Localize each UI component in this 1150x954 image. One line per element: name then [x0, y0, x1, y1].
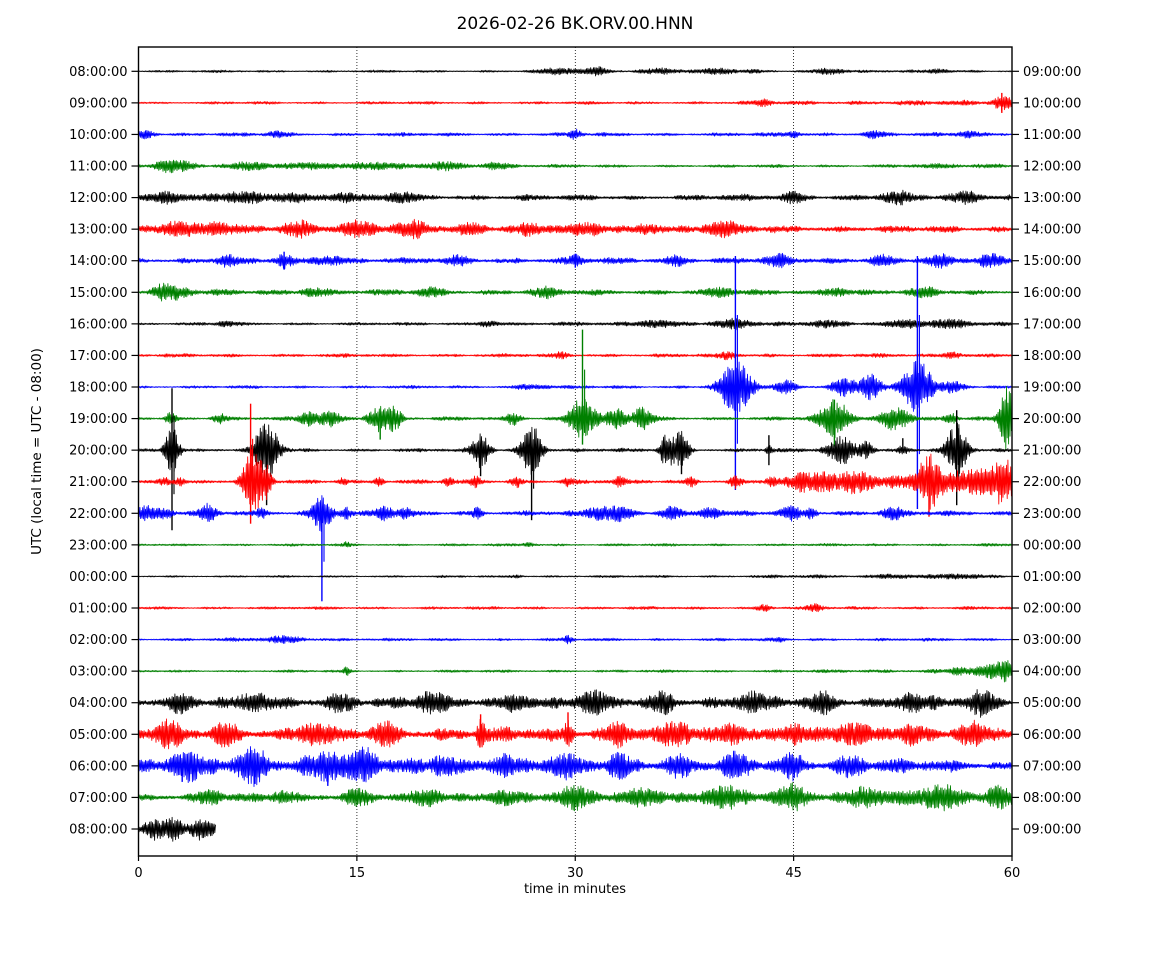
y-tick-label-local: 16:00:00	[1023, 286, 1081, 301]
y-tick-label-utc: 05:00:00	[69, 728, 127, 743]
y-tick-label-utc: 09:00:00	[69, 96, 127, 111]
y-tick-label-local: 15:00:00	[1023, 254, 1081, 269]
seismogram-trace	[138, 159, 1012, 174]
seismogram-trace	[138, 718, 1012, 750]
y-tick-label-utc: 19:00:00	[69, 412, 127, 427]
y-tick-label-local: 17:00:00	[1023, 317, 1081, 332]
y-tick-label-local: 05:00:00	[1023, 696, 1081, 711]
seismogram-trace	[138, 360, 1012, 412]
plot-title: 2026-02-26 BK.ORV.00.HNN	[457, 14, 694, 34]
seismogram-trace	[138, 351, 1012, 361]
seismogram-trace	[138, 385, 1012, 451]
y-tick-label-local: 18:00:00	[1023, 349, 1081, 364]
seismogram-trace	[138, 422, 1012, 477]
y-tick-label-utc: 23:00:00	[69, 538, 127, 553]
trace-layer	[138, 66, 1012, 842]
y-tick-label-local: 09:00:00	[1023, 823, 1081, 838]
seismogram-trace	[138, 449, 1012, 510]
seismogram-trace	[138, 541, 1012, 548]
y-tick-label-utc: 20:00:00	[69, 444, 127, 459]
tick-label-layer: 0 15 30 45 60 08:00:00 09:00:00 09:00:00 10:00:0…	[69, 65, 1081, 881]
x-tick-label: 15	[349, 866, 366, 881]
seismogram-trace	[138, 816, 216, 842]
y-tick-label-local: 07:00:00	[1023, 759, 1081, 774]
y-tick-label-local: 01:00:00	[1023, 570, 1081, 585]
tick-layer	[131, 70, 1019, 861]
x-tick-label: 0	[134, 866, 142, 881]
y-tick-label-local: 19:00:00	[1023, 381, 1081, 396]
seismogram-trace	[138, 128, 1012, 141]
y-tick-label-local: 14:00:00	[1023, 223, 1081, 238]
seismogram-trace	[138, 495, 1012, 532]
y-tick-label-local: 21:00:00	[1023, 444, 1081, 459]
x-axis-label: time in minutes	[524, 882, 626, 897]
seismogram-trace	[138, 66, 1012, 77]
seismogram-trace	[138, 603, 1012, 613]
y-tick-label-utc: 17:00:00	[69, 349, 127, 364]
y-tick-label-utc: 14:00:00	[69, 254, 127, 269]
y-tick-label-local: 20:00:00	[1023, 412, 1081, 427]
seismogram-trace	[138, 782, 1012, 812]
y-tick-label-utc: 07:00:00	[69, 791, 127, 806]
x-tick-label: 45	[785, 866, 802, 881]
y-tick-label-utc: 12:00:00	[69, 191, 127, 206]
y-tick-label-local: 02:00:00	[1023, 602, 1081, 617]
y-tick-label-local: 11:00:00	[1023, 128, 1081, 143]
x-tick-label: 60	[1004, 866, 1021, 881]
y-tick-label-utc: 06:00:00	[69, 759, 127, 774]
y-tick-label-local: 10:00:00	[1023, 96, 1081, 111]
y-tick-label-utc: 08:00:00	[69, 65, 127, 80]
seismogram-trace	[138, 189, 1012, 206]
y-tick-label-utc: 16:00:00	[69, 317, 127, 332]
y-tick-label-utc: 04:00:00	[69, 696, 127, 711]
y-tick-label-utc: 11:00:00	[69, 160, 127, 175]
y-tick-label-local: 23:00:00	[1023, 507, 1081, 522]
y-tick-label-local: 00:00:00	[1023, 538, 1081, 553]
seismogram-trace	[138, 218, 1012, 240]
seismogram-trace	[138, 573, 1012, 580]
seismogram-trace	[138, 660, 1012, 683]
seismogram-trace	[138, 746, 1012, 788]
y-tick-label-local: 06:00:00	[1023, 728, 1081, 743]
seismogram-trace	[138, 634, 1012, 645]
y-tick-label-utc: 08:00:00	[69, 823, 127, 838]
seismogram-trace	[138, 96, 1012, 112]
y-tick-label-utc: 10:00:00	[69, 128, 127, 143]
y-tick-label-local: 09:00:00	[1023, 65, 1081, 80]
y-tick-label-utc: 13:00:00	[69, 223, 127, 238]
y-tick-label-utc: 01:00:00	[69, 602, 127, 617]
seismogram-trace	[138, 282, 1012, 302]
seismogram-trace	[138, 317, 1012, 331]
y-tick-label-utc: 00:00:00	[69, 570, 127, 585]
y-tick-label-utc: 18:00:00	[69, 381, 127, 396]
y-tick-label-local: 22:00:00	[1023, 475, 1081, 490]
y-tick-label-utc: 22:00:00	[69, 507, 127, 522]
y-tick-label-local: 04:00:00	[1023, 665, 1081, 680]
y-tick-label-utc: 03:00:00	[69, 665, 127, 680]
y-tick-label-utc: 21:00:00	[69, 475, 127, 490]
x-tick-label: 30	[567, 866, 584, 881]
y-tick-label-local: 12:00:00	[1023, 160, 1081, 175]
y-tick-label-utc: 02:00:00	[69, 633, 127, 648]
y-tick-label-utc: 15:00:00	[69, 286, 127, 301]
y-tick-label-local: 13:00:00	[1023, 191, 1081, 206]
y-tick-label-local: 03:00:00	[1023, 633, 1081, 648]
y-axis-label: UTC (local time = UTC - 08:00)	[29, 348, 45, 555]
y-tick-label-local: 08:00:00	[1023, 791, 1081, 806]
seismogram-trace	[138, 689, 1012, 718]
